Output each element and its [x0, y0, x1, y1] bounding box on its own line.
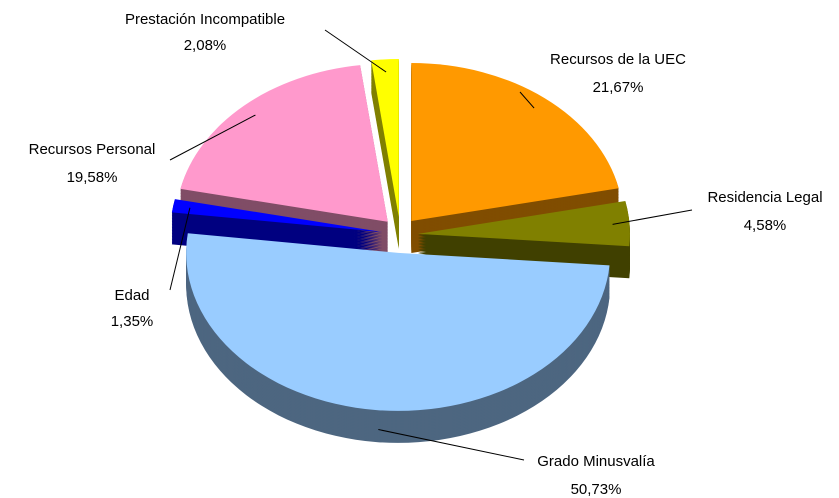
slice: [417, 201, 630, 247]
slice-value-label: 50,73%: [571, 481, 622, 498]
slice: [180, 65, 388, 222]
slice-label: Recursos Personal: [29, 141, 156, 158]
slice: [411, 63, 619, 222]
leader-line: [612, 209, 693, 225]
slice-label: Residencia Legal: [707, 189, 822, 206]
leader-line: [169, 114, 256, 161]
slice-label: Recursos de la UEC: [550, 51, 686, 68]
slice-value-label: 2,08%: [184, 37, 227, 54]
slice-value-label: 1,35%: [111, 313, 154, 330]
slice: [371, 59, 399, 218]
leader-line: [519, 91, 535, 109]
slice: [186, 233, 610, 411]
slice-label: Edad: [114, 287, 149, 304]
leader-line: [378, 429, 525, 461]
slice-value-label: 4,58%: [744, 217, 787, 234]
slice-label: Prestación Incompatible: [125, 11, 285, 28]
slice-label: Grado Minusvalía: [537, 453, 655, 470]
slice-value-label: 21,67%: [593, 79, 644, 96]
leader-line: [324, 29, 387, 73]
slice: [171, 199, 383, 233]
slice-value-label: 19,58%: [67, 169, 118, 186]
leader-line: [169, 207, 191, 291]
